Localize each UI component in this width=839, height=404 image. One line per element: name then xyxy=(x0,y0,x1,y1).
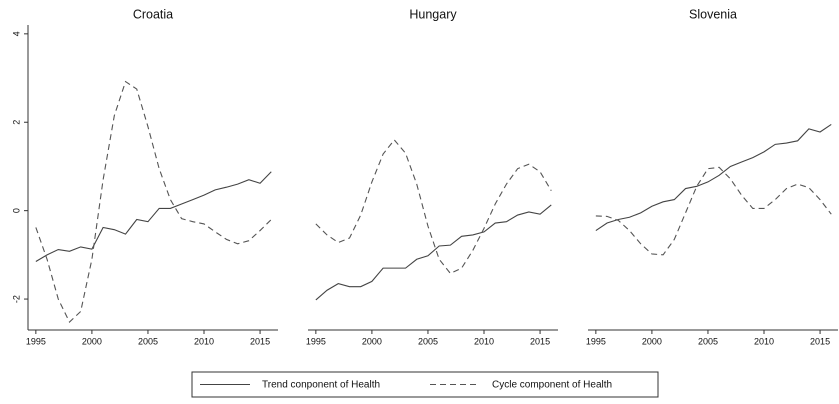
x-tick-label: 2000 xyxy=(642,336,662,346)
y-tick-label: -2 xyxy=(11,295,21,303)
series-line xyxy=(595,124,832,231)
y-tick-label: 0 xyxy=(11,208,21,213)
series-line xyxy=(35,171,272,262)
x-tick-label: 1995 xyxy=(26,336,46,346)
x-tick-label: 1995 xyxy=(586,336,606,346)
x-tick-label: 2010 xyxy=(754,336,774,346)
x-tick-label: 2005 xyxy=(698,336,718,346)
legend-label: Cycle component of Health xyxy=(492,380,612,391)
x-tick-label: 2015 xyxy=(530,336,550,346)
x-tick-label: 2005 xyxy=(418,336,438,346)
series-line xyxy=(35,80,272,323)
series-line xyxy=(315,139,552,275)
x-tick-label: 1995 xyxy=(306,336,326,346)
series-line xyxy=(315,204,552,301)
x-tick-label: 2005 xyxy=(138,336,158,346)
series-line xyxy=(595,166,832,256)
x-tick-label: 2000 xyxy=(82,336,102,346)
x-tick-label: 2015 xyxy=(810,336,830,346)
y-tick-label: 4 xyxy=(11,31,21,36)
x-tick-label: 2015 xyxy=(250,336,270,346)
y-tick-label: 2 xyxy=(11,120,21,125)
panel-title: Hungary xyxy=(409,7,457,21)
x-tick-label: 2010 xyxy=(474,336,494,346)
panel-title: Croatia xyxy=(133,7,173,21)
x-tick-label: 2010 xyxy=(194,336,214,346)
legend-label: Trend conponent of Health xyxy=(262,380,380,391)
legend-box xyxy=(191,371,659,398)
panel-title: Slovenia xyxy=(689,7,737,21)
x-tick-label: 2000 xyxy=(362,336,382,346)
